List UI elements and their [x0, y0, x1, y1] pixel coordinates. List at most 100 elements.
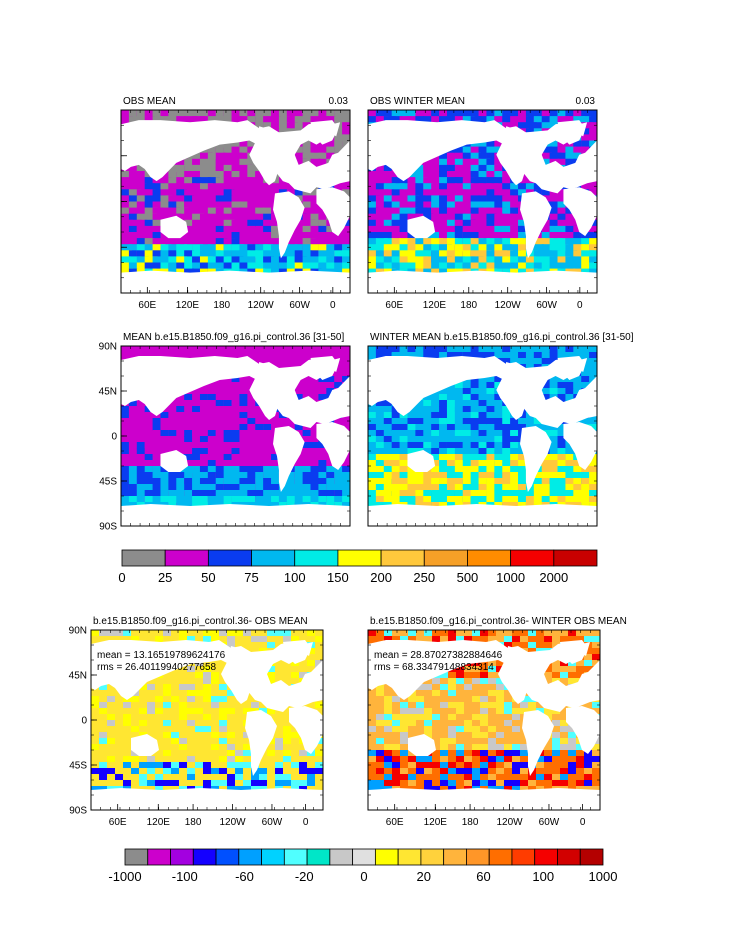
- colorbar-swatch: [466, 848, 490, 866]
- map-field: [368, 110, 598, 293]
- colorbar-label: 100: [532, 869, 554, 884]
- colorbar-swatch: [443, 848, 467, 866]
- colorbars: 0 25 50 75 100 150 200 250 500 1000 2000-1000 -100-…: [108, 549, 618, 884]
- panel-title: b.e15.B1850.f09_g16.pi_control.36- WINTE…: [370, 616, 627, 627]
- panel-stat: rms = 68.33479148834314: [374, 662, 494, 673]
- colorbar-label: 2000: [539, 570, 568, 585]
- lat-label: 90S: [99, 522, 117, 533]
- lon-label: 60E: [386, 817, 404, 828]
- colorbar-swatch: [306, 848, 331, 866]
- colorbar-label: 200: [370, 570, 392, 585]
- lon-label: 180: [462, 817, 479, 828]
- map-field: [91, 630, 323, 810]
- panel-stat: rms = 26.40119940277658: [97, 662, 217, 673]
- panel-title: b.e15.B1850.f09_g16.pi_control.36- OBS M…: [93, 616, 308, 627]
- colorbar-label: -20: [295, 869, 314, 884]
- lat-label: 90N: [69, 626, 87, 637]
- map-field: [121, 346, 351, 526]
- map-panel-diff-mean: b.e15.B1850.f09_g16.pi_control.36- OBS M…: [69, 616, 324, 828]
- colorbar-swatch: [294, 549, 339, 567]
- lat-label: 0: [111, 432, 117, 443]
- colorbar-swatch: [164, 549, 209, 567]
- colorbar-label: 20: [417, 869, 431, 884]
- colorbar-swatch: [488, 848, 513, 866]
- lat-label: 90N: [99, 342, 117, 353]
- colorbar-swatch: [124, 848, 149, 866]
- panel-stat: mean = 28.87027382884646: [374, 650, 503, 661]
- panel-contour-interval: 0.03: [329, 96, 349, 107]
- map-field: [368, 630, 600, 810]
- colorbar-swatch: [380, 549, 425, 567]
- lon-label: 120E: [424, 817, 448, 828]
- lon-label: 0: [330, 300, 336, 311]
- colorbar-swatch: [251, 549, 296, 567]
- colorbar-swatch: [283, 848, 308, 866]
- lon-label: 60E: [138, 300, 156, 311]
- colorbar-swatch: [147, 848, 171, 866]
- lon-label: 120E: [176, 300, 200, 311]
- colorbar-label: 25: [158, 570, 172, 585]
- lat-label: 45N: [99, 387, 117, 398]
- map-panel-diff-winter-mean: b.e15.B1850.f09_g16.pi_control.36- WINTE…: [367, 616, 627, 828]
- colorbar-swatch: [511, 848, 536, 866]
- colorbar-swatch: [329, 848, 354, 866]
- colorbar-swatch: [557, 848, 581, 866]
- colorbar-swatch: [510, 549, 555, 567]
- lon-label: 120E: [423, 300, 447, 311]
- colorbar-swatch: [121, 549, 166, 567]
- lon-label: 0: [580, 817, 586, 828]
- colorbar-swatch: [553, 549, 598, 567]
- colorbar-swatch: [397, 848, 422, 866]
- panel-title: OBS WINTER MEAN: [370, 96, 465, 107]
- colorbar-label: 50: [201, 570, 215, 585]
- colorbar-label: 150: [327, 570, 349, 585]
- lon-label: 120W: [496, 817, 523, 828]
- colorbar-label: 75: [244, 570, 258, 585]
- colorbar-swatch: [423, 549, 468, 567]
- colorbar-label: 100: [284, 570, 306, 585]
- colorbar-swatch: [420, 848, 445, 866]
- colorbar-swatch: [337, 549, 382, 567]
- colorbar-swatch: [374, 848, 399, 866]
- colorbar-swatch: [215, 848, 240, 866]
- colorbar-swatch: [261, 848, 285, 866]
- lon-label: 120W: [248, 300, 275, 311]
- lon-label: 180: [460, 300, 477, 311]
- lon-label: 60W: [536, 300, 557, 311]
- lon-label: 60W: [289, 300, 310, 311]
- colorbar-label: -1000: [108, 869, 141, 884]
- colorbar-label: 1000: [589, 869, 618, 884]
- lat-label: 90S: [69, 806, 87, 817]
- lat-label: 45S: [69, 761, 87, 772]
- lon-label: 0: [303, 817, 309, 828]
- colorbar-swatch: [238, 848, 262, 866]
- lon-label: 60E: [385, 300, 403, 311]
- colorbar-swatch: [192, 848, 217, 866]
- colorbar-swatch: [534, 848, 558, 866]
- colorbar-top: 0 25 50 75 100 150 200 250 500 1000 2000: [118, 549, 598, 585]
- lat-label: 45S: [99, 477, 117, 488]
- lon-label: 120W: [495, 300, 522, 311]
- map-field: [121, 110, 351, 293]
- colorbar-label: -60: [235, 869, 254, 884]
- colorbar-swatch: [170, 848, 194, 866]
- colorbar-swatch: [207, 549, 252, 567]
- colorbar-label: 0: [360, 869, 367, 884]
- colorbar-label: 0: [118, 570, 125, 585]
- panel-title: OBS MEAN: [123, 96, 176, 107]
- map-panel-model-winter-mean: WINTER MEAN b.e15.B1850.f09_g16.pi_contr…: [367, 332, 634, 527]
- lon-label: 180: [213, 300, 230, 311]
- colorbar-label: -100: [172, 869, 198, 884]
- colorbar-label: 1000: [496, 570, 525, 585]
- lon-label: 180: [185, 817, 202, 828]
- lon-label: 0: [577, 300, 583, 311]
- panel-title: MEAN b.e15.B1850.f09_g16.pi_control.36 […: [123, 332, 344, 343]
- panel-stat: mean = 13.16519789624176: [97, 650, 226, 661]
- lon-label: 60W: [539, 817, 560, 828]
- panel-contour-interval: 0.03: [576, 96, 596, 107]
- colorbar-label: 60: [476, 869, 490, 884]
- lon-label: 120W: [219, 817, 246, 828]
- map-panel-obs-winter-mean: OBS WINTER MEAN 0.03 60E 120E 180 120W 60W 0: [367, 96, 598, 311]
